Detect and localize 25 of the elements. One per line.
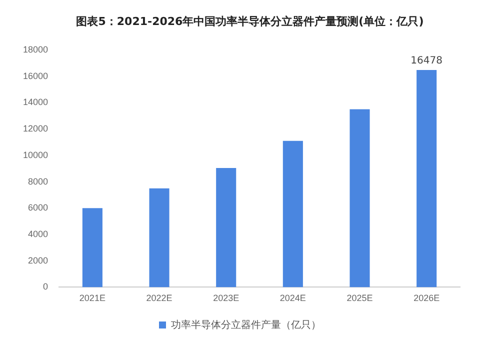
x-tick-label: 2023E (213, 293, 240, 304)
y-tick-label: 2000 (28, 255, 48, 266)
y-tick-label: 16000 (22, 70, 48, 81)
x-tick-label: 2021E (79, 293, 106, 304)
bar (350, 109, 370, 288)
bar (216, 168, 236, 288)
y-tick-label: 0 (43, 282, 48, 292)
y-tick-label: 4000 (28, 228, 48, 239)
data-label: 16478 (410, 56, 442, 67)
bar (416, 70, 437, 288)
x-tick-label: 2024E (280, 293, 306, 304)
bar (282, 140, 303, 288)
y-tick-label: 14000 (22, 97, 48, 108)
x-tick-label: 2025E (346, 293, 373, 304)
y-tick-label: 10000 (22, 150, 48, 160)
y-tick-label: 12000 (22, 124, 48, 134)
bar (82, 208, 102, 288)
y-tick-label: 6000 (28, 202, 48, 213)
x-tick-label: 2026E (414, 293, 440, 304)
legend-label: 功率半导体分立器件产量（亿只） (171, 318, 321, 331)
y-tick-label: 18000 (22, 44, 48, 54)
chart-title: 图表5：2021-2026年中国功率半导体分立器件产量预测(单位：亿只) (75, 14, 425, 29)
y-tick-label: 8000 (28, 176, 48, 186)
bar (149, 188, 170, 288)
x-tick-label: 2022E (146, 293, 172, 304)
